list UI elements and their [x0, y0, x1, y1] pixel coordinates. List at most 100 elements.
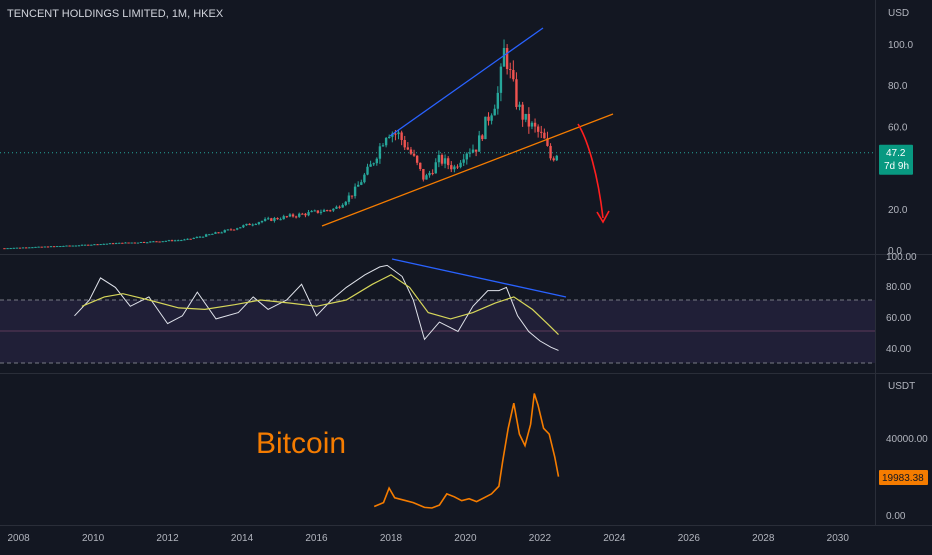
candle-body[interactable] [270, 218, 273, 221]
candle-body[interactable] [149, 241, 152, 243]
candle-body[interactable] [24, 247, 28, 249]
candle-body[interactable] [223, 230, 226, 233]
candle-body[interactable] [412, 153, 416, 156]
candle-body[interactable] [83, 244, 87, 246]
candle-body[interactable] [87, 244, 90, 246]
candle-body[interactable] [388, 136, 391, 138]
candle-body[interactable] [46, 246, 50, 248]
candle-body[interactable] [332, 208, 335, 211]
candle-body[interactable] [415, 155, 419, 163]
candle-body[interactable] [555, 155, 558, 161]
candle-body[interactable] [251, 224, 254, 226]
candle-body[interactable] [167, 240, 171, 242]
candle-body[interactable] [257, 222, 261, 225]
candle-body[interactable] [310, 211, 313, 213]
upper-trendline[interactable] [389, 27, 544, 137]
candle-body[interactable] [245, 223, 248, 226]
candle-body[interactable] [235, 228, 239, 230]
candle-body[interactable] [518, 104, 521, 107]
candle-body[interactable] [453, 166, 456, 170]
candle-body[interactable] [353, 186, 357, 197]
candle-body[interactable] [294, 216, 298, 218]
candle-body[interactable] [108, 243, 112, 245]
candle-body[interactable] [543, 132, 546, 139]
candle-body[interactable] [34, 246, 37, 248]
candle-body[interactable] [521, 104, 524, 120]
candle-body[interactable] [71, 245, 74, 247]
candle-body[interactable] [496, 92, 500, 109]
rsi-divergence-trendline[interactable] [391, 258, 567, 298]
symbol-title[interactable]: TENCENT HOLDINGS LIMITED, 1M, HKEX [7, 8, 224, 20]
candle-body[interactable] [28, 247, 31, 249]
candle-body[interactable] [450, 165, 453, 170]
candle-body[interactable] [409, 149, 413, 154]
candle-body[interactable] [226, 229, 230, 231]
candle-body[interactable] [505, 48, 509, 70]
candle-body[interactable] [465, 153, 468, 160]
candle-body[interactable] [524, 113, 527, 120]
candle-body[interactable] [155, 241, 158, 243]
candle-body[interactable] [490, 115, 493, 121]
candle-body[interactable] [118, 242, 121, 244]
candle-body[interactable] [220, 232, 223, 234]
projection-arrow[interactable] [577, 123, 604, 219]
candle-body[interactable] [366, 166, 369, 175]
candle-body[interactable] [111, 243, 115, 245]
candle-body[interactable] [347, 195, 351, 202]
candle-body[interactable] [49, 246, 53, 248]
candle-body[interactable] [307, 212, 310, 216]
candle-body[interactable] [142, 241, 146, 243]
candle-body[interactable] [65, 245, 68, 247]
candle-body[interactable] [474, 149, 478, 152]
candle-body[interactable] [344, 201, 347, 205]
candle-body[interactable] [462, 159, 465, 163]
candle-body[interactable] [62, 245, 65, 247]
candle-body[interactable] [263, 219, 267, 221]
candle-body[interactable] [546, 138, 549, 146]
candle-body[interactable] [164, 240, 168, 242]
candle-body[interactable] [434, 162, 437, 174]
candle-body[interactable] [127, 242, 130, 244]
candle-body[interactable] [15, 247, 19, 249]
candle-body[interactable] [40, 246, 43, 248]
candle-body[interactable] [437, 155, 441, 163]
candle-body[interactable] [288, 214, 292, 217]
candle-body[interactable] [459, 162, 462, 168]
candle-body[interactable] [384, 137, 388, 146]
candle-body[interactable] [6, 248, 9, 250]
rsi-ma-line[interactable] [81, 274, 559, 336]
candle-body[interactable] [533, 122, 537, 127]
candle-body[interactable] [130, 242, 133, 244]
candle-body[interactable] [428, 172, 431, 176]
candle-body[interactable] [43, 246, 47, 248]
candle-body[interactable] [549, 145, 552, 159]
candle-body[interactable] [509, 69, 512, 71]
candle-body[interactable] [56, 246, 59, 248]
candle-body[interactable] [530, 122, 534, 127]
candle-body[interactable] [136, 242, 140, 244]
candle-body[interactable] [298, 213, 301, 217]
candle-body[interactable] [21, 247, 25, 249]
candle-body[interactable] [499, 66, 503, 93]
candle-body[interactable] [99, 244, 102, 246]
candle-body[interactable] [425, 175, 428, 180]
candle-body[interactable] [189, 238, 192, 240]
candle-body[interactable] [139, 241, 143, 243]
candle-body[interactable] [52, 246, 56, 248]
candle-body[interactable] [381, 145, 385, 147]
candle-body[interactable] [12, 247, 15, 249]
candle-body[interactable] [208, 234, 211, 236]
candle-body[interactable] [201, 236, 205, 238]
candle-body[interactable] [515, 79, 518, 107]
lower-trendline[interactable] [321, 113, 614, 227]
candle-body[interactable] [239, 227, 242, 229]
candle-body[interactable] [484, 116, 487, 140]
candle-body[interactable] [254, 224, 257, 226]
candle-body[interactable] [313, 210, 316, 212]
candle-body[interactable] [527, 113, 531, 127]
candle-body[interactable] [440, 155, 444, 164]
candle-body[interactable] [325, 210, 329, 212]
candle-body[interactable] [170, 240, 174, 242]
